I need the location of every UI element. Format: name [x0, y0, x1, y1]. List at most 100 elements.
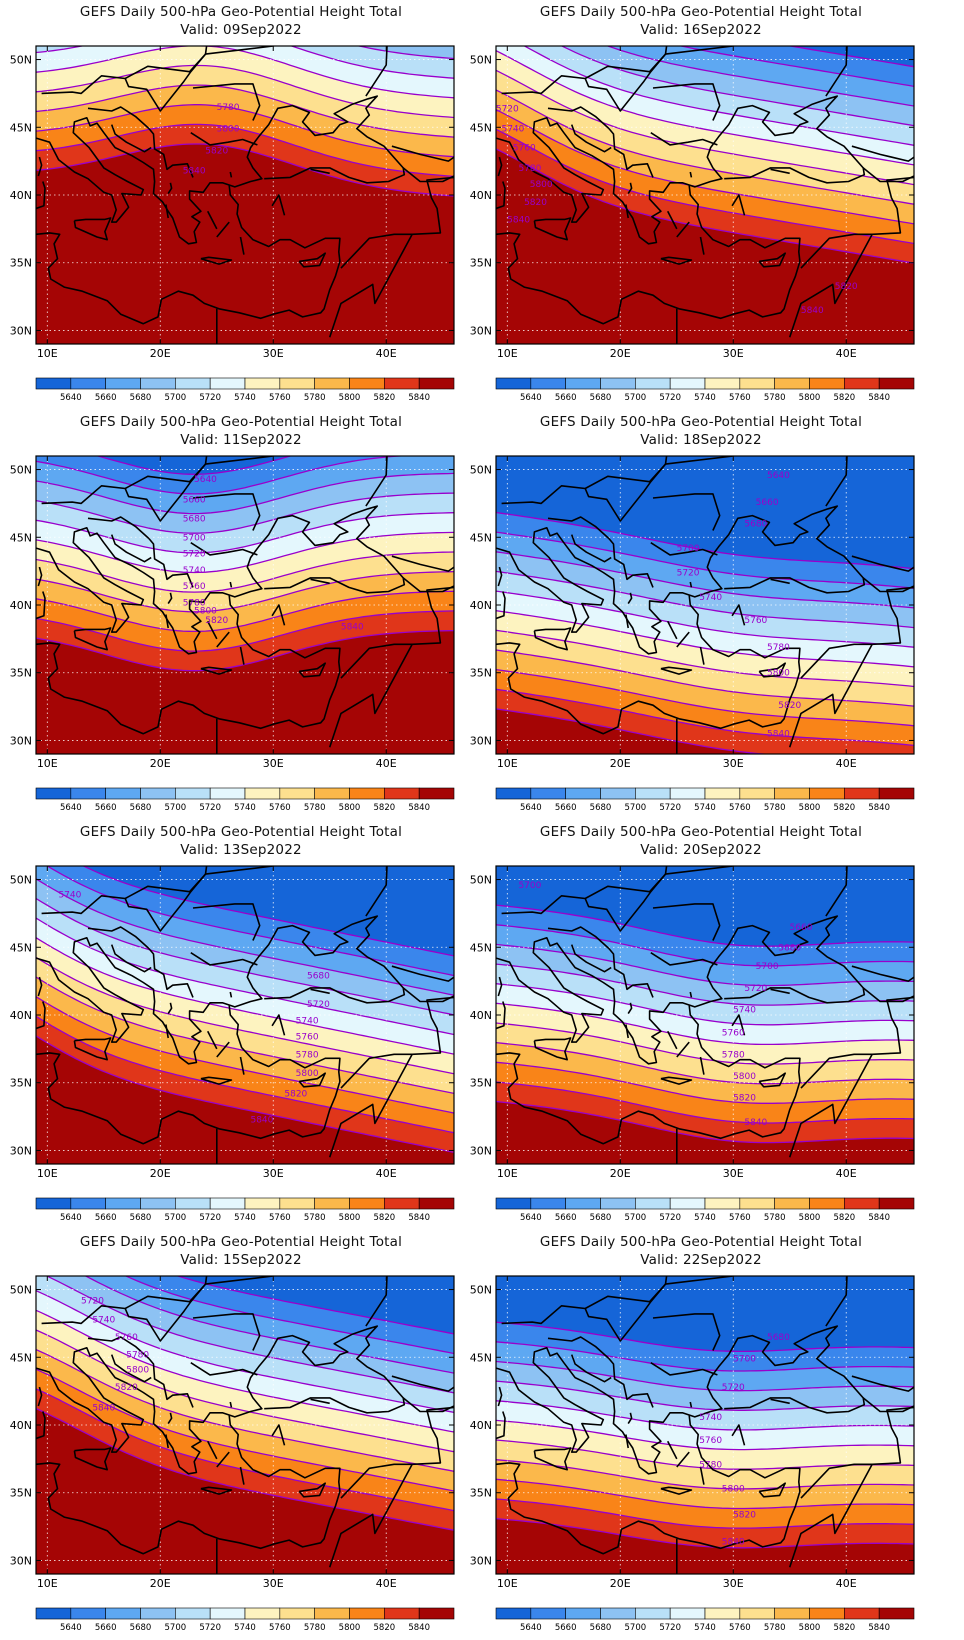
lon-tick-label: 40E: [836, 1577, 857, 1590]
colorbar-label: 5720: [659, 803, 681, 813]
contour-label: 5840: [507, 215, 530, 225]
lat-tick-label: 45N: [470, 531, 492, 544]
coastline-border: [665, 866, 737, 875]
colorbar-label: 5760: [269, 393, 291, 403]
coastline-border: [650, 952, 718, 966]
lat-tick-label: 40N: [470, 1419, 492, 1432]
contour-line: [36, 1290, 454, 1414]
coastline-border: [402, 167, 454, 183]
coastline-border: [200, 666, 233, 675]
lat-tick-label: 40N: [10, 599, 32, 612]
lat-tick-label: 40N: [470, 1009, 492, 1022]
coastline-border: [825, 46, 848, 97]
colorbar-swatch: [600, 1607, 636, 1620]
coastline-border: [310, 988, 330, 995]
coastline-border: [192, 493, 261, 531]
coastline-border: [625, 1024, 629, 1039]
map-plot: 5780 5800 5820 5840 10E 20E 30E 40E 50N 45N 40N 35N…: [10, 45, 455, 360]
coastline-border: [676, 1451, 690, 1468]
coastline-border: [206, 1440, 218, 1460]
contour-label: 5820: [524, 198, 547, 208]
colorbar-label: 5640: [520, 803, 542, 813]
colorbar-swatch: [35, 377, 72, 390]
contour-line: [606, 46, 914, 107]
height-band: [358, 46, 454, 59]
coastline-border: [547, 926, 610, 950]
contour-label: 5800: [767, 669, 790, 679]
coastline-border: [200, 1076, 233, 1085]
coastline-border: [36, 95, 406, 245]
coastline-border: [851, 1375, 914, 1392]
colorbar-swatch: [418, 377, 455, 390]
colorbar-label: 5660: [95, 1623, 117, 1633]
coastline-border: [391, 145, 454, 162]
coastline-border: [652, 903, 721, 941]
coastline-border: [340, 233, 413, 269]
contour-line: [496, 1081, 914, 1124]
contour-label: 5740: [699, 1413, 722, 1423]
coastline-border: [800, 233, 873, 269]
coastline-border: [699, 1056, 705, 1075]
colorbar-swatch: [565, 1607, 601, 1620]
coastline-border: [731, 604, 746, 626]
lat-tick-label: 30N: [470, 1144, 492, 1157]
contour-label: 5720: [496, 104, 519, 114]
colorbar-swatch: [384, 787, 420, 800]
contour-line: [496, 570, 914, 629]
colorbar-label: 5840: [868, 1213, 890, 1223]
coastline-border: [328, 1406, 454, 1568]
coastline-border: [148, 948, 194, 998]
coastline-border: [660, 1076, 693, 1085]
lat-tick-label: 40N: [470, 189, 492, 202]
coastline-border: [496, 1411, 506, 1440]
colorbar-swatch: [809, 377, 845, 390]
contour-label: 5800: [733, 1072, 756, 1082]
colorbar-swatch: [314, 377, 350, 390]
colorbar-swatch: [314, 787, 350, 800]
contour-line: [496, 1360, 914, 1392]
contour-line: [560, 46, 914, 127]
contour-line: [36, 46, 454, 79]
panel-title: GEFS Daily 500-hPa Geo-Potential Height …: [539, 4, 863, 20]
coastline-border: [660, 666, 693, 675]
coastline-border: [271, 1014, 286, 1036]
lon-tick-label: 10E: [497, 757, 518, 770]
colorbar-label: 5680: [130, 803, 152, 813]
lat-tick-label: 35N: [10, 667, 32, 680]
map-plot: 5640 5660 5680 5700 5720 5740 5760 5780 5800 5820…: [470, 455, 915, 770]
coastline-border: [36, 181, 46, 210]
colorbar: 5640 5660 5680 5700 5720 5740 5760 5780 5800 5820…: [495, 1607, 915, 1633]
colorbar-swatch: [175, 787, 211, 800]
coastline-border: [87, 516, 150, 540]
contour-line: [36, 84, 454, 138]
coastline-border: [402, 987, 454, 1003]
colorbar-label: 5680: [130, 1213, 152, 1223]
lon-tick-label: 30E: [723, 1167, 744, 1180]
contour-label: 5820: [835, 282, 858, 292]
contour-line: [36, 897, 454, 1016]
colorbar-swatch: [70, 377, 106, 390]
colorbar-label: 5800: [339, 803, 361, 813]
lat-tick-label: 45N: [10, 531, 32, 544]
height-band: [177, 1276, 454, 1335]
lon-tick-label: 10E: [497, 347, 518, 360]
coastline-border: [37, 1386, 43, 1407]
colorbar-label: 5820: [834, 1213, 856, 1223]
panel-valid-date: Valid: 15Sep2022: [180, 1252, 302, 1268]
map-panel-15Sep2022: GEFS Daily 500-hPa Geo-Potential Height …: [0, 1230, 482, 1640]
contour-line: [36, 956, 454, 1075]
colorbar-label: 5640: [60, 1623, 82, 1633]
contour-label: 5700: [518, 881, 541, 891]
colorbar-swatch: [140, 1607, 176, 1620]
panel-title: GEFS Daily 500-hPa Geo-Potential Height …: [79, 1234, 403, 1250]
lat-tick-label: 35N: [470, 667, 492, 680]
coastline-border: [87, 1336, 150, 1360]
lat-tick-label: 35N: [10, 1077, 32, 1090]
contour-line: [496, 1380, 914, 1411]
coastline-border: [533, 217, 572, 241]
contour-line: [46, 866, 454, 977]
contour-label: 5840: [92, 1403, 115, 1413]
contour-line: [36, 492, 454, 534]
colorbar-label: 5820: [374, 393, 396, 403]
coastline-border: [192, 903, 261, 941]
